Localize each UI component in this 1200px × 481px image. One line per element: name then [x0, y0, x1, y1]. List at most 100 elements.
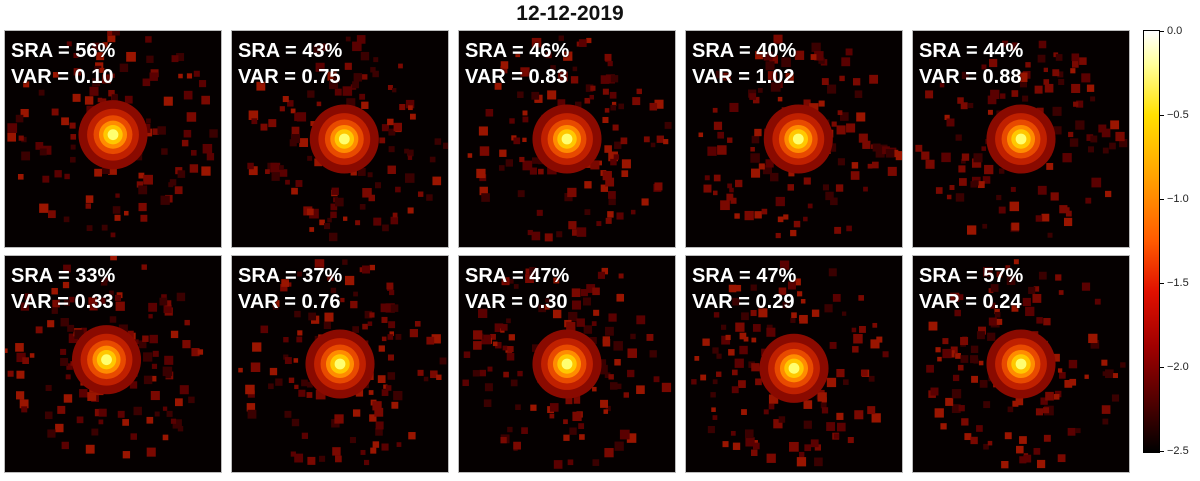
speckle [298, 389, 306, 397]
speckle [710, 392, 716, 398]
psf-panel: SRA = 40% VAR = 1.02 [685, 30, 903, 248]
speckle [359, 93, 366, 100]
speckle [101, 224, 108, 231]
speckle [29, 353, 35, 358]
speckle [1070, 68, 1076, 74]
speckle [563, 434, 570, 441]
speckle [529, 267, 537, 275]
speckle [621, 170, 629, 178]
speckle [111, 94, 118, 101]
speckle [330, 211, 337, 219]
colorbar-tick-label: −2.0 [1167, 361, 1189, 373]
speckle [960, 337, 969, 345]
speckle [605, 177, 615, 187]
speckle [1081, 282, 1091, 291]
speckle [1057, 368, 1063, 373]
speckle [159, 297, 168, 306]
speckle [327, 274, 334, 281]
speckle [713, 121, 723, 130]
speckle [820, 402, 827, 409]
speckle [605, 326, 614, 336]
speckle [294, 310, 301, 318]
speckle [363, 459, 370, 466]
speckle [979, 379, 988, 388]
speckle [288, 377, 295, 384]
speckle [763, 51, 773, 61]
speckle [1053, 394, 1060, 400]
speckle [915, 144, 923, 152]
psf-panel: SRA = 43% VAR = 0.75 [231, 30, 449, 248]
speckle [346, 98, 356, 108]
speckle [508, 334, 515, 341]
speckle [1052, 69, 1060, 77]
speckle [616, 383, 622, 390]
speckle [294, 112, 303, 122]
speckle [574, 101, 582, 109]
speckle [741, 409, 747, 415]
sra-label: SRA = 37% [238, 265, 343, 287]
speckle [814, 457, 823, 467]
speckle [1043, 407, 1050, 414]
speckle [1085, 197, 1092, 204]
speckle [836, 125, 846, 135]
speckle [1050, 192, 1059, 201]
speckle [7, 123, 18, 133]
speckle [550, 65, 556, 71]
speckle [563, 419, 568, 425]
speckle [971, 158, 982, 168]
speckle [369, 312, 375, 318]
speckle [163, 304, 172, 314]
speckle [536, 209, 543, 216]
speckle [152, 128, 160, 135]
speckle [250, 362, 261, 372]
speckle [389, 331, 394, 336]
speckle [79, 389, 88, 398]
speckle [1040, 397, 1048, 405]
speckle [177, 425, 184, 432]
speckle [122, 451, 131, 459]
speckle [811, 309, 820, 317]
speckle [498, 165, 505, 171]
speckle [5, 348, 8, 353]
speckle [1064, 379, 1073, 388]
speckle [417, 369, 424, 376]
speckle [641, 198, 649, 206]
speckle [306, 392, 313, 398]
speckle [735, 322, 745, 332]
speckle [960, 102, 968, 110]
speckle [960, 158, 966, 164]
speckle [362, 265, 371, 274]
speckle [531, 91, 540, 100]
speckle [247, 409, 257, 419]
speckle [530, 404, 537, 411]
speckle [990, 89, 1000, 100]
speckle [417, 191, 424, 197]
speckle [627, 369, 635, 378]
speckle [758, 163, 765, 170]
speckle [1067, 427, 1076, 436]
speckle [315, 389, 326, 400]
speckle [800, 298, 806, 304]
speckle [942, 348, 952, 359]
speckle [945, 397, 954, 406]
speckle [287, 100, 294, 107]
speckle [426, 336, 435, 345]
speckle [321, 43, 329, 51]
speckle [143, 375, 153, 385]
speckle [409, 113, 416, 120]
speckle [54, 170, 62, 178]
speckle [636, 88, 642, 95]
speckle [517, 370, 523, 377]
speckle [122, 419, 129, 426]
speckle [146, 118, 151, 124]
speckle [85, 203, 91, 209]
speckle [862, 140, 871, 149]
speckle [538, 168, 544, 175]
speckle [291, 126, 300, 135]
speckle [373, 57, 379, 63]
speckle [955, 134, 962, 141]
speckle [585, 84, 594, 92]
speckle [367, 321, 373, 326]
speckle [252, 342, 262, 352]
speckle [94, 65, 102, 73]
